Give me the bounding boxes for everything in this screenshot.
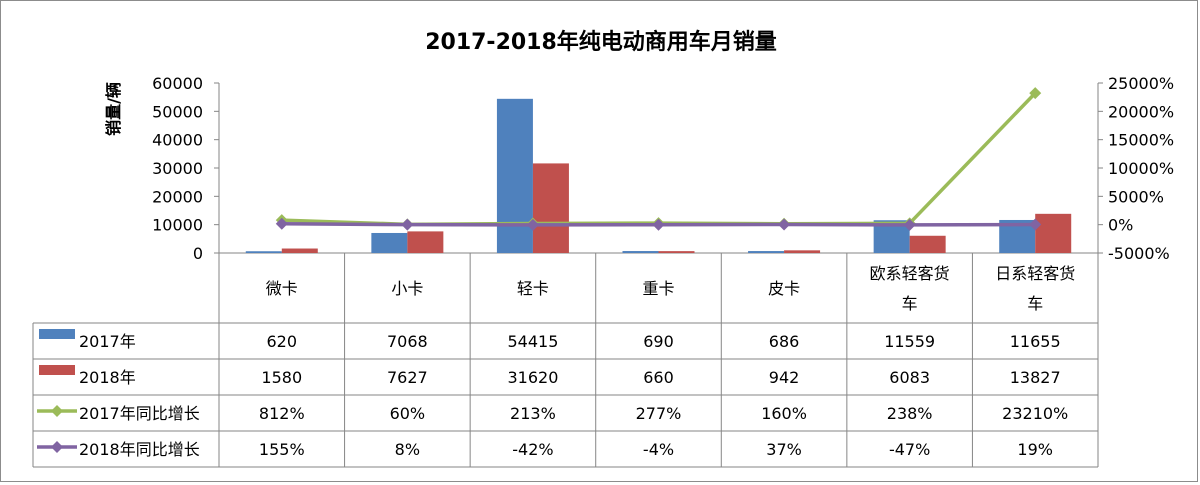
data-label: 238% (887, 404, 933, 423)
data-label: 155% (259, 440, 305, 459)
data-label: 37% (766, 440, 802, 459)
y2-tick-label: 15000% (1108, 131, 1174, 150)
data-label: 942 (769, 368, 800, 387)
data-label: 60% (390, 404, 426, 423)
y2-tick-label: 20000% (1108, 102, 1174, 121)
data-label: -4% (643, 440, 674, 459)
data-label: 11655 (1010, 332, 1061, 351)
x-tick-label: 日系轻客货 (995, 264, 1075, 283)
y2-tick-label: -5000% (1108, 244, 1170, 263)
data-label: 6083 (889, 368, 930, 387)
line-point (275, 217, 288, 230)
data-label: 19% (1017, 440, 1053, 459)
bar (784, 250, 821, 253)
data-label: 686 (769, 332, 800, 351)
y-axis-label: 销量/辆 (104, 82, 123, 136)
y2-tick-label: 0% (1108, 216, 1133, 235)
bar (371, 232, 408, 253)
bar (909, 235, 946, 253)
y2-tick-label: 10000% (1108, 159, 1174, 178)
x-tick-label: 微卡 (266, 279, 298, 298)
bar (496, 98, 533, 254)
line-point (1029, 218, 1042, 231)
legend-label: 2017年 (79, 332, 136, 351)
data-label: 660 (643, 368, 674, 387)
bar (1035, 213, 1072, 253)
line-point (652, 218, 665, 231)
legend-label: 2018年 (79, 368, 136, 387)
line-point (778, 218, 791, 231)
y-tick-label: 10000 (152, 216, 203, 235)
x-tick-label: 欧系轻客货 (870, 264, 950, 283)
chart-title: 2017-2018年纯电动商用车月销量 (425, 29, 777, 55)
data-label: 54415 (507, 332, 558, 351)
bar (245, 251, 282, 253)
legend-label: 2017年同比增长 (79, 404, 200, 423)
data-label: 620 (267, 332, 298, 351)
x-tick-label: 车 (902, 294, 918, 313)
x-tick-label: 轻卡 (517, 279, 549, 298)
x-tick-label: 小卡 (391, 279, 423, 298)
x-tick-label: 重卡 (642, 279, 674, 298)
y-tick-label: 40000 (152, 131, 203, 150)
bar (622, 251, 659, 253)
line-point (401, 218, 414, 231)
data-label: 13827 (1010, 368, 1061, 387)
data-label: 1580 (261, 368, 302, 387)
data-label: 690 (643, 332, 674, 351)
y2-tick-label: 25000% (1108, 74, 1174, 93)
data-label: 23210% (1002, 404, 1068, 423)
legend-label: 2018年同比增长 (79, 440, 200, 459)
bar (658, 251, 695, 253)
data-label: -42% (512, 440, 553, 459)
y-tick-label: 30000 (152, 159, 203, 178)
legend-key-marker (51, 405, 63, 417)
x-tick-label: 皮卡 (768, 279, 800, 298)
legend-key (39, 365, 75, 375)
line-point (903, 218, 916, 231)
bar (532, 163, 569, 253)
data-label: 8% (395, 440, 420, 459)
data-label: 277% (636, 404, 682, 423)
y-tick-label: 20000 (152, 187, 203, 206)
y-tick-label: 0 (193, 244, 203, 263)
line-point (1029, 87, 1042, 100)
plot-area: 60000 50000 40000 30000 20000 10000 0 25000% 200… (152, 74, 1174, 263)
bar (748, 251, 785, 253)
data-label: 7627 (387, 368, 428, 387)
data-label: 160% (761, 404, 807, 423)
line-point (526, 218, 539, 231)
bar (281, 248, 318, 253)
data-label: 7068 (387, 332, 428, 351)
y-tick-label: 50000 (152, 102, 203, 121)
bar (407, 231, 444, 253)
series-line (281, 91, 1037, 227)
data-label: 812% (259, 404, 305, 423)
data-label: 31620 (507, 368, 558, 387)
data-label: 213% (510, 404, 556, 423)
x-tick-label: 车 (1027, 294, 1043, 313)
y2-tick-label: 5000% (1108, 187, 1164, 206)
legend-key-marker (51, 441, 63, 453)
data-label: 11559 (884, 332, 935, 351)
y-tick-label: 60000 (152, 74, 203, 93)
legend-key (39, 329, 75, 339)
data-label: -47% (889, 440, 930, 459)
